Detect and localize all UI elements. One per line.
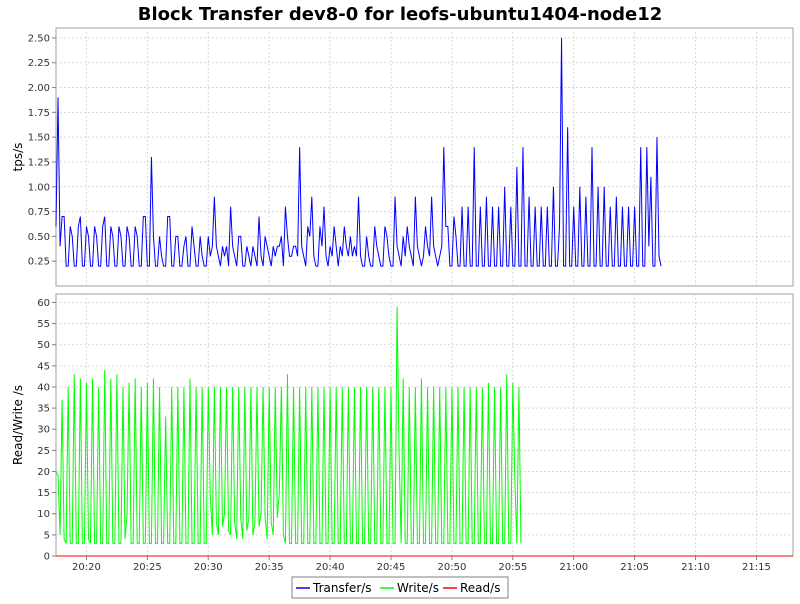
readwrite-y-ticks: 0 5 10 15 20 25 30 35 40 45 50 55 60 xyxy=(37,298,56,563)
series-line-transfer-s xyxy=(55,37,662,267)
x-tick-label: 20:25 xyxy=(133,562,162,573)
y-tick-label: 1.75 xyxy=(28,108,50,119)
legend-box xyxy=(291,576,509,599)
y-tick-label: 2.25 xyxy=(28,58,50,69)
y-tick-label: 0.75 xyxy=(28,207,50,218)
y-tick-label: 1.50 xyxy=(28,133,50,144)
readwrite-series-group xyxy=(55,306,793,557)
y-tick-label: 2.00 xyxy=(28,83,50,94)
y-tick-label: 40 xyxy=(37,382,50,393)
legend-label-read: Read/s xyxy=(460,581,500,595)
x-tick-label: 21:00 xyxy=(559,562,588,573)
x-tick-label: 21:05 xyxy=(620,562,649,573)
x-tick-label: 20:35 xyxy=(255,562,284,573)
y-tick-label: 5 xyxy=(44,530,50,541)
legend-label-write: Write/s xyxy=(397,581,439,595)
series-line-write-s xyxy=(55,306,522,544)
transfer-y-ticks: 0.25 0.50 0.75 1.00 1.25 1.50 1.75 2.00 2.25 2.50 xyxy=(28,33,56,268)
readwrite-y-axis-label: Read/Write /s xyxy=(11,385,25,465)
y-tick-label: 15 xyxy=(37,488,50,499)
x-tick-label: 20:20 xyxy=(72,562,101,573)
x-tick-label: 20:50 xyxy=(437,562,466,573)
y-tick-label: 0.50 xyxy=(28,232,50,243)
y-tick-label: 0 xyxy=(44,552,50,563)
x-axis-ticks: 20:20 20:25 20:30 20:35 20:40 20:45 20:50 20:55… xyxy=(72,556,771,573)
y-tick-label: 30 xyxy=(37,425,50,436)
y-tick-label: 0.25 xyxy=(28,257,50,268)
readwrite-plot-area xyxy=(55,293,794,557)
y-tick-label: 20 xyxy=(37,467,50,478)
x-tick-label: 20:40 xyxy=(316,562,345,573)
x-tick-label: 20:30 xyxy=(194,562,223,573)
transfer-y-axis-label: tps/s xyxy=(11,143,25,172)
x-tick-label: 21:10 xyxy=(681,562,710,573)
y-tick-label: 1.25 xyxy=(28,157,50,168)
x-tick-label: 20:55 xyxy=(498,562,527,573)
x-tick-label: 21:15 xyxy=(742,562,771,573)
y-tick-label: 10 xyxy=(37,509,50,520)
y-tick-label: 35 xyxy=(37,404,50,415)
chart-title: Block Transfer dev8-0 for leofs-ubuntu14… xyxy=(138,4,663,25)
y-tick-label: 25 xyxy=(37,446,50,457)
legend: Transfer/s Write/s Read/s xyxy=(291,576,509,599)
y-tick-label: 60 xyxy=(37,298,50,309)
y-tick-label: 2.50 xyxy=(28,33,50,44)
legend-label-transfer: Transfer/s xyxy=(312,581,372,595)
y-tick-label: 55 xyxy=(37,319,50,330)
y-tick-label: 45 xyxy=(37,361,50,372)
x-tick-label: 20:45 xyxy=(377,562,406,573)
y-tick-label: 50 xyxy=(37,340,50,351)
transfer-series-group xyxy=(55,37,662,267)
y-tick-label: 1.00 xyxy=(28,182,50,193)
